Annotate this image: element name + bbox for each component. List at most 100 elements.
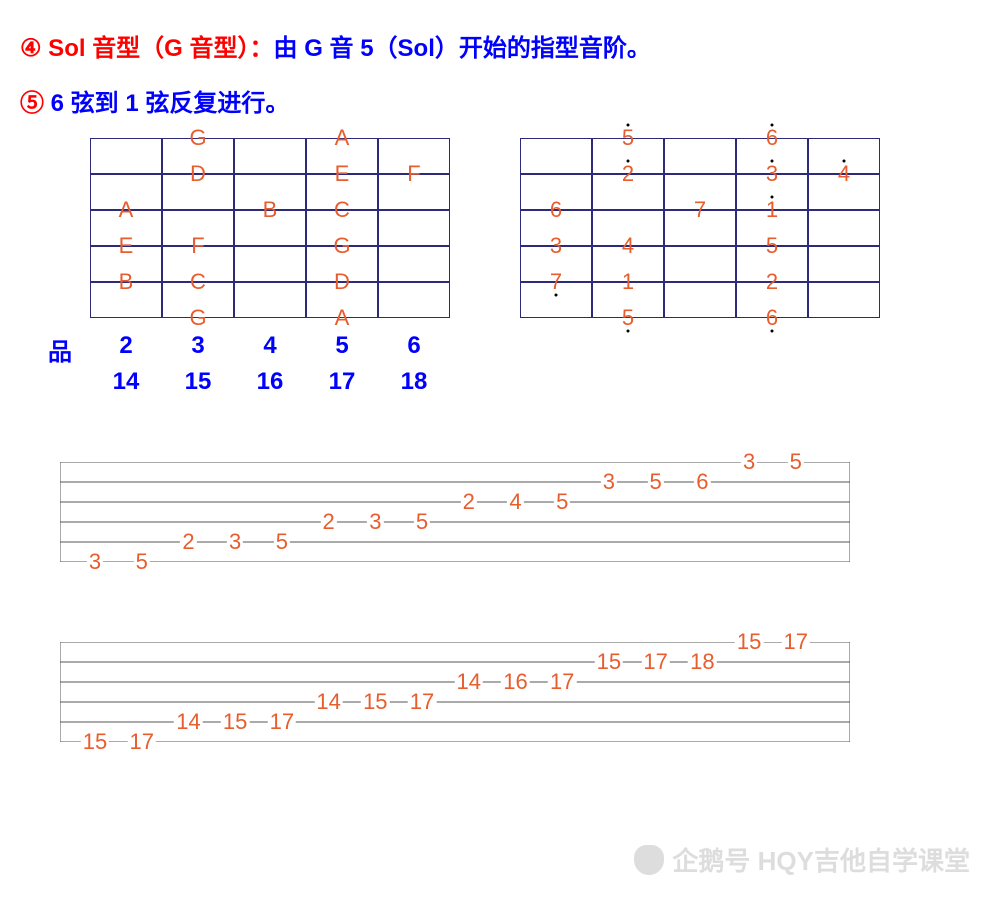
fretboard-diagrams: GADEFABCEFGBCDGA 品234561415161718 562346…: [90, 138, 980, 412]
tab-note: 15: [735, 629, 763, 655]
octave-dot: [627, 124, 630, 127]
fret-label: 4: [263, 332, 276, 360]
tab-note: 6: [694, 469, 710, 495]
fret-label-prefix: 品: [48, 332, 72, 367]
fret-label: 3: [191, 332, 204, 360]
fret-label: 16: [257, 368, 284, 396]
tab-note: 4: [507, 489, 523, 515]
fretboard-note: B: [119, 269, 134, 295]
tab-note: 15: [81, 729, 109, 755]
tab-note: 17: [268, 709, 296, 735]
tab-block-2: 15171415171415171416171517181517: [60, 642, 980, 742]
fretboard-note: D: [190, 161, 206, 187]
octave-dot: [627, 330, 630, 333]
tab-note: 2: [320, 509, 336, 535]
marker-5: ⑤: [20, 90, 44, 117]
fretboard-note: 4: [838, 161, 850, 187]
tab-block-1: 3523523524535635: [60, 462, 980, 562]
fretboard-note: 3: [550, 233, 562, 259]
watermark-text: 企鹅号 HQY吉他自学课堂: [672, 841, 970, 878]
tab-note: 14: [314, 689, 342, 715]
tab-note: 5: [134, 549, 150, 575]
fretboard-note: 3: [766, 161, 778, 187]
tab-note: 14: [455, 669, 483, 695]
fretboard-note: E: [119, 233, 134, 259]
heading-4-blue: 由 G 音 5（Sol）开始的指型音阶。: [274, 35, 651, 62]
fret-label: 6: [407, 332, 420, 360]
fretboard-note: A: [335, 125, 350, 151]
tab-note: 2: [180, 529, 196, 555]
fretboard-note: A: [119, 197, 134, 223]
fret-label: 17: [329, 368, 356, 396]
octave-dot: [771, 124, 774, 127]
fretboard-right: 5623467134571256: [520, 138, 880, 318]
fretboard-left: GADEFABCEFGBCDGA: [90, 138, 450, 318]
fretboard-right-wrap: 5623467134571256: [520, 138, 880, 412]
fretboard-note: G: [189, 305, 206, 331]
octave-dot: [555, 294, 558, 297]
fret-labels: 品234561415161718: [90, 332, 450, 412]
fretboard-note: C: [190, 269, 206, 295]
tab-note: 5: [414, 509, 430, 535]
heading-4-red: Sol 音型（G 音型）：: [42, 35, 274, 62]
fretboard-note: 1: [766, 197, 778, 223]
fretboard-note: 5: [766, 233, 778, 259]
fretboard-note: C: [334, 197, 350, 223]
heading-5-text: 6 弦到 1 弦反复进行。: [44, 90, 289, 117]
fretboard-note: 7: [694, 197, 706, 223]
fretboard-note: 4: [622, 233, 634, 259]
fretboard-note: G: [189, 125, 206, 151]
fretboard-note: F: [407, 161, 420, 187]
fretboard-note: E: [335, 161, 350, 187]
tab-note: 17: [641, 649, 669, 675]
fretboard-note: 5: [622, 125, 634, 151]
tab-note: 3: [367, 509, 383, 535]
tab-note: 3: [601, 469, 617, 495]
fretboard-note: 6: [550, 197, 562, 223]
fret-label: 18: [401, 368, 428, 396]
tab-note: 17: [127, 729, 155, 755]
fretboard-note: 7: [550, 269, 562, 295]
fretboard-note: 6: [766, 125, 778, 151]
tab-note: 5: [274, 529, 290, 555]
tab-note: 15: [595, 649, 623, 675]
fretboard-note: A: [335, 305, 350, 331]
fret-label: 15: [185, 368, 212, 396]
fretboard-note: B: [263, 197, 278, 223]
octave-dot: [771, 160, 774, 163]
octave-dot: [771, 196, 774, 199]
tab-note: 18: [688, 649, 716, 675]
octave-dot: [843, 160, 846, 163]
fretboard-note: 6: [766, 305, 778, 331]
watermark: 企鹅号 HQY吉他自学课堂: [634, 841, 970, 878]
fret-label: 5: [335, 332, 348, 360]
tab-note: 14: [174, 709, 202, 735]
tab-note: 15: [361, 689, 389, 715]
fretboard-note: 2: [766, 269, 778, 295]
tab-note: 2: [461, 489, 477, 515]
tab-note: 17: [548, 669, 576, 695]
fretboard-note: D: [334, 269, 350, 295]
fretboard-note: F: [191, 233, 204, 259]
fretboard-left-wrap: GADEFABCEFGBCDGA 品234561415161718: [90, 138, 450, 412]
fret-label: 14: [113, 368, 140, 396]
tab-note: 3: [227, 529, 243, 555]
tab-note: 5: [554, 489, 570, 515]
marker-4: ④: [20, 35, 42, 62]
octave-dot: [771, 330, 774, 333]
tab-note: 3: [87, 549, 103, 575]
fretboard-note: 5: [622, 305, 634, 331]
tab-note: 5: [648, 469, 664, 495]
tab-note: 16: [501, 669, 529, 695]
tab-note: 15: [221, 709, 249, 735]
tab-note: 5: [788, 449, 804, 475]
heading-4: ④ Sol 音型（G 音型）：由 G 音 5（Sol）开始的指型音阶。: [20, 28, 980, 63]
heading-5: ⑤ 6 弦到 1 弦反复进行。: [20, 83, 980, 118]
octave-dot: [627, 160, 630, 163]
fretboard-note: 2: [622, 161, 634, 187]
tab-note: 17: [408, 689, 436, 715]
fret-label: 2: [119, 332, 132, 360]
tab-1: 3523523524535635: [60, 462, 850, 562]
tab-note: 3: [741, 449, 757, 475]
tab-note: 17: [782, 629, 810, 655]
